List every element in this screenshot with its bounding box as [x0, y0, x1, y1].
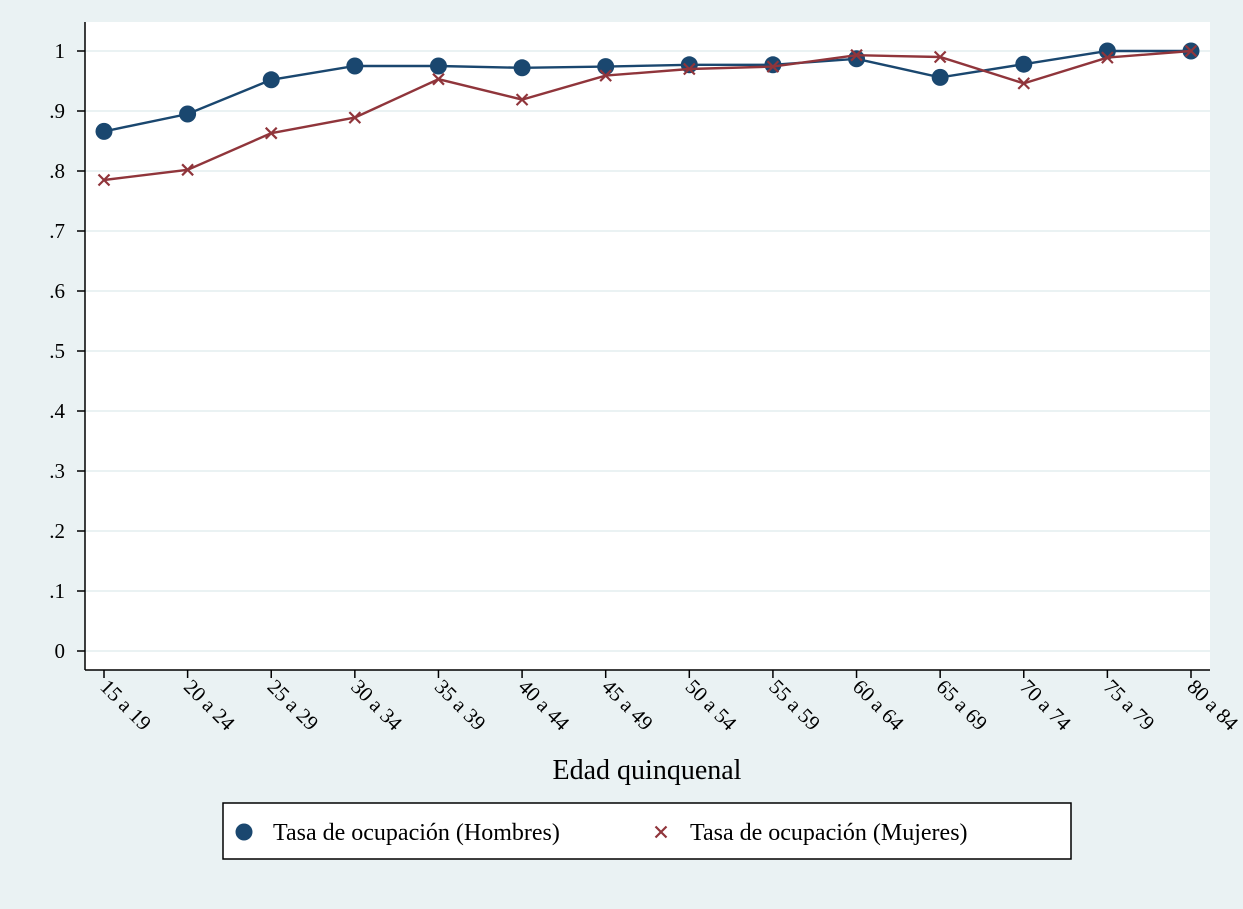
data-point-mujeres	[683, 62, 696, 76]
data-point-mujeres	[181, 163, 194, 177]
data-point-mujeres	[1184, 44, 1198, 58]
data-point-hombres	[346, 57, 364, 75]
data-point-mujeres	[432, 72, 445, 86]
data-point-mujeres	[1101, 51, 1114, 64]
y-axis-ticks: 0 .1 .2 .3 .4 .5 .6 .7 .8 .9 1	[49, 39, 85, 663]
plot-area	[85, 22, 1210, 670]
data-point-hombres	[513, 59, 531, 77]
legend-label-mujeres: Tasa de ocupación (Mujeres)	[690, 820, 968, 846]
data-point-hombres	[764, 56, 782, 74]
legend-marker-hombres	[235, 823, 253, 841]
grid-lines	[85, 50, 1210, 652]
data-point-mujeres	[348, 111, 362, 124]
y-tick-label: .7	[49, 219, 65, 243]
y-tick-label: .3	[49, 459, 65, 483]
y-tick-label: .1	[49, 579, 65, 603]
series-line-hombres	[103, 49, 1191, 133]
data-point-hombres	[597, 58, 615, 76]
data-point-hombres	[95, 122, 113, 140]
data-point-mujeres	[766, 60, 780, 73]
y-tick-label: .6	[49, 279, 65, 303]
data-point-mujeres	[1017, 77, 1031, 90]
y-tick-label: 0	[55, 639, 66, 663]
series-line-mujeres	[103, 49, 1192, 182]
legend-label-hombres: Tasa de ocupación (Hombres)	[273, 820, 560, 846]
y-tick-label: .2	[49, 519, 65, 543]
data-point-hombres	[179, 105, 197, 123]
y-tick-label: .4	[49, 399, 65, 423]
y-tick-label: 1	[55, 39, 66, 63]
y-tick-label: .9	[49, 99, 65, 123]
data-point-hombres	[848, 50, 866, 68]
data-point-hombres	[1098, 42, 1116, 60]
legend-marker-mujeres	[654, 825, 668, 839]
series	[95, 42, 1200, 187]
legend: Tasa de ocupación (Hombres) Tasa de ocupa…	[222, 802, 1072, 860]
series-mujeres	[97, 44, 1198, 187]
x-axis-title: Edad quinquenal	[553, 755, 742, 786]
data-point-hombres	[1015, 55, 1033, 73]
data-point-hombres	[429, 57, 447, 75]
data-point-hombres	[262, 71, 280, 89]
data-point-mujeres	[933, 50, 947, 64]
data-point-mujeres	[515, 93, 529, 106]
data-point-mujeres	[97, 173, 111, 187]
legend-box	[222, 802, 1072, 860]
data-point-mujeres	[850, 48, 863, 62]
data-point-hombres	[680, 56, 698, 74]
y-tick-label: .8	[49, 159, 65, 183]
y-tick-label: .5	[49, 339, 65, 363]
data-point-mujeres	[599, 69, 612, 82]
data-point-hombres	[931, 68, 949, 86]
data-point-mujeres	[264, 126, 278, 140]
